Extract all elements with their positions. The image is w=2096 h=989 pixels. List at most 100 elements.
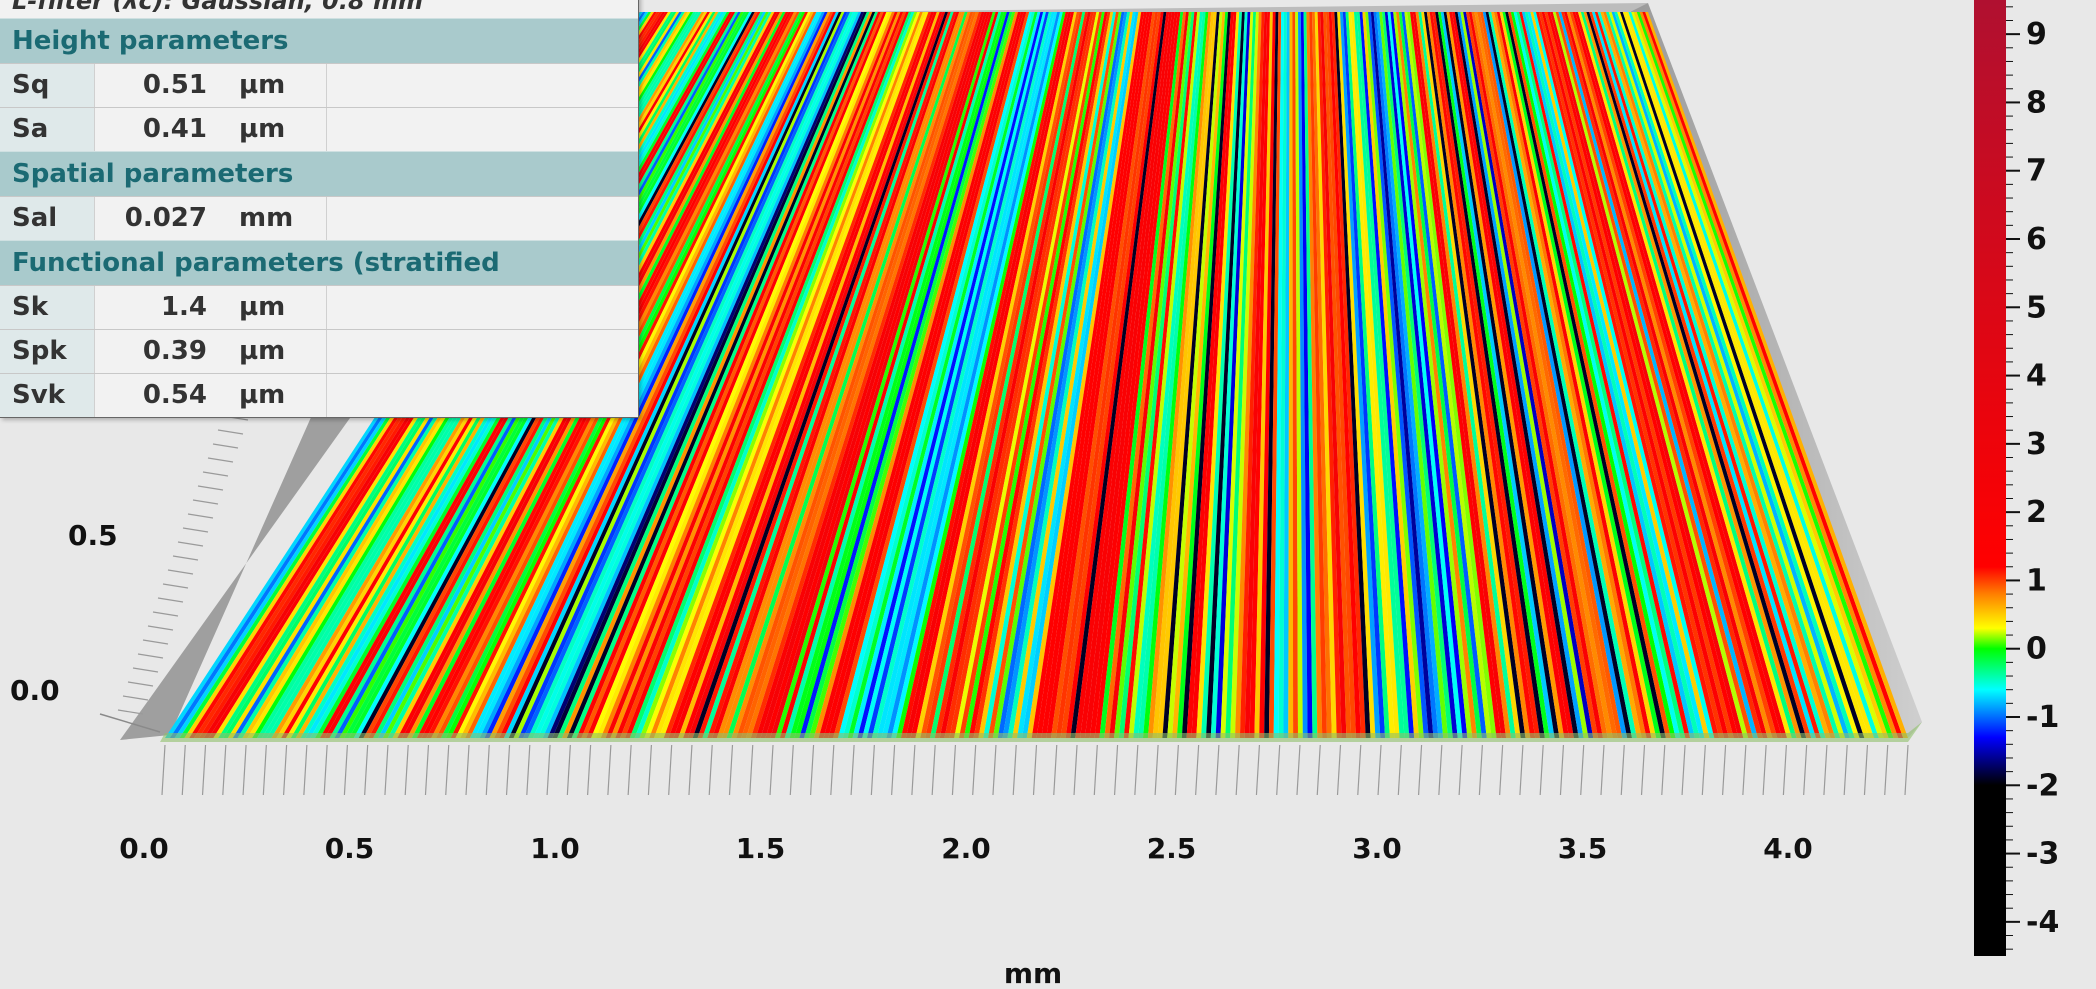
- surface-stripe: [615, 12, 904, 738]
- colorbar-tick-label: 2: [2026, 495, 2047, 530]
- surface-stripe: [1508, 12, 1671, 738]
- surface-stripe: [736, 12, 974, 738]
- param-spacer: [326, 197, 638, 240]
- x-minor-tick: [1539, 744, 1544, 796]
- x-minor-tick: [465, 744, 470, 796]
- surface-stripe: [1368, 12, 1429, 738]
- surface-stripe: [1538, 12, 1724, 738]
- surface-stripe: [1370, 12, 1434, 738]
- x-minor-tick: [668, 744, 673, 796]
- surface-stripe: [1172, 12, 1226, 738]
- surface-stripe: [1645, 12, 1908, 738]
- x-minor-tick: [891, 744, 896, 796]
- surface-stripe: [1555, 12, 1754, 738]
- y-minor-tick: [142, 639, 169, 645]
- surface-stripe: [1065, 12, 1164, 738]
- surface-stripe: [1326, 12, 1356, 738]
- surface-stripe: [1611, 12, 1850, 738]
- surface-stripe: [1201, 12, 1242, 738]
- x-minor-tick: [1296, 744, 1301, 796]
- x-minor-tick: [870, 744, 875, 796]
- x-minor-tick: [1661, 744, 1666, 796]
- x-tick-label: 0.0: [119, 832, 169, 865]
- surface-stripe: [1354, 12, 1405, 738]
- x-tick-label: 2.0: [941, 832, 991, 865]
- surface-stripe: [1334, 12, 1371, 738]
- surface-stripe: [1410, 12, 1502, 738]
- surface-stripe: [1331, 12, 1366, 738]
- x-minor-tick: [1053, 744, 1058, 796]
- x-minor-tick: [1235, 744, 1240, 796]
- x-minor-tick: [1316, 744, 1321, 796]
- x-minor-tick: [1640, 744, 1646, 796]
- x-minor-tick: [343, 744, 349, 796]
- surface-stripe: [1300, 12, 1313, 738]
- surface-stripe: [1639, 12, 1899, 738]
- surface-stripe: [1337, 12, 1376, 738]
- surface-stripe: [731, 12, 971, 738]
- surface-stripe: [963, 12, 1105, 738]
- surface-stripe: [1359, 12, 1415, 738]
- surface-stripe: [528, 12, 853, 738]
- surface-stripe: [1239, 12, 1265, 738]
- surface-stripe: [1561, 12, 1763, 738]
- x-minor-tick: [1499, 744, 1504, 796]
- surface-stripe: [721, 12, 965, 738]
- surface-stripe: [1365, 12, 1424, 738]
- y-axis-ticks: 0.0 0.5: [10, 519, 118, 707]
- x-minor-tick: [1762, 744, 1767, 796]
- surface-stripe: [1181, 12, 1231, 738]
- surface-stripe: [1550, 12, 1744, 738]
- surface-stripe: [1536, 12, 1720, 738]
- surface-stripe: [678, 12, 940, 738]
- x-minor-tick: [1600, 744, 1605, 796]
- surface-stripe: [823, 12, 1024, 738]
- surface-stripe: [1017, 12, 1136, 738]
- colorbar-tick-label: 9: [2026, 17, 2047, 52]
- x-axis-ticks: 0.0 0.5 1.0 1.5 2.0 2.5 3.0 3.5 4.0: [119, 744, 1909, 865]
- surface-stripe: [687, 12, 946, 738]
- colorbar-tick-label: 8: [2026, 85, 2047, 120]
- x-minor-tick: [1215, 744, 1220, 796]
- surface-stripe: [692, 12, 948, 738]
- parameters-panel: L-filter (λc): Gaussian, 0.8 mm Height p…: [0, 0, 639, 418]
- surface-stripe: [1620, 12, 1865, 738]
- surface-stripe: [1412, 12, 1507, 738]
- surface-stripe: [1438, 12, 1550, 738]
- x-minor-tick: [1377, 744, 1382, 796]
- surface-stripe: [1186, 12, 1234, 738]
- surface-stripe: [479, 12, 825, 738]
- surface-stripe: [968, 12, 1108, 738]
- surface-stripe: [1387, 12, 1463, 738]
- param-row-svk: Svk 0.54 µm: [0, 373, 638, 417]
- surface-stripe: [1099, 12, 1184, 738]
- y-minor-tick: [172, 555, 199, 561]
- section-height: Height parameters Sq 0.51 µm Sa 0.41 µm: [0, 18, 638, 151]
- y-minor-tick: [197, 485, 224, 491]
- surface-stripe: [726, 12, 968, 738]
- surface-stripe: [1128, 12, 1200, 738]
- param-name: Svk: [0, 374, 94, 417]
- surface-stripe: [542, 12, 862, 738]
- x-minor-tick: [607, 744, 612, 796]
- surface-stripe: [862, 12, 1046, 738]
- surface-stripe: [905, 12, 1072, 738]
- surface-stripe: [828, 12, 1027, 738]
- surface-stripe: [1084, 12, 1175, 738]
- section-title: Height parameters: [0, 18, 638, 63]
- surface-stripe: [658, 12, 929, 738]
- x-minor-tick: [546, 744, 551, 796]
- surface-stripe: [1415, 12, 1511, 738]
- surface-stripe: [1519, 12, 1691, 738]
- surface-stripe: [1376, 12, 1444, 738]
- surface-stripe: [779, 12, 999, 738]
- surface-stripe: [1264, 12, 1279, 738]
- surface-stripe: [1109, 12, 1189, 738]
- surface-stripe: [1589, 12, 1812, 738]
- x-minor-tick: [505, 744, 511, 796]
- surface-stripe: [707, 12, 957, 738]
- surface-stripe: [562, 12, 873, 738]
- x-minor-tick: [222, 744, 227, 796]
- surface-stripe: [1167, 12, 1223, 738]
- surface-stripe: [1454, 12, 1579, 738]
